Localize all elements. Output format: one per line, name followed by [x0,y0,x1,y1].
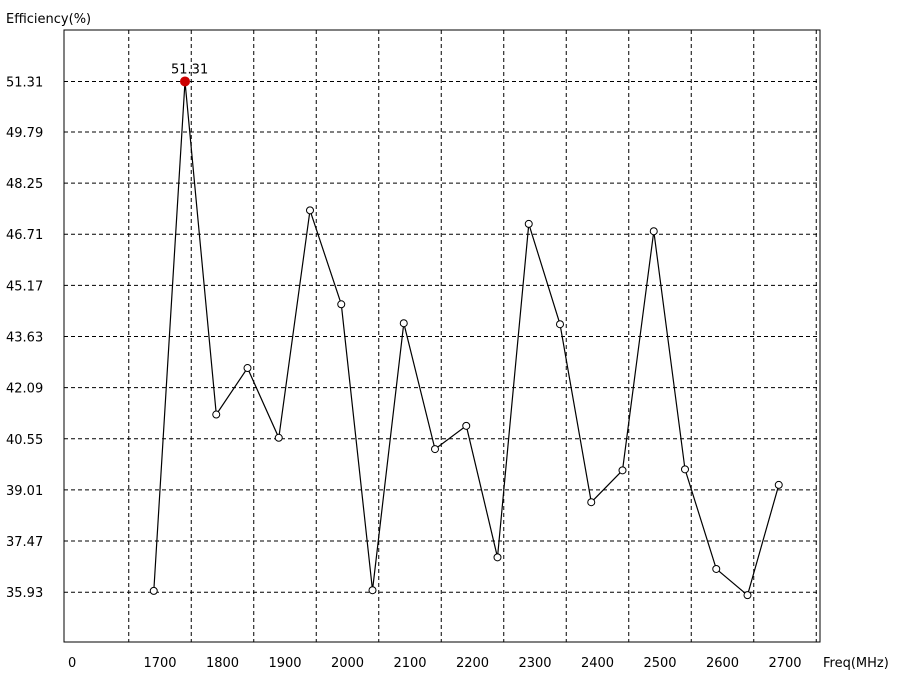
y-tick-label: 46.71 [6,228,43,243]
x-tick-label: 2000 [331,656,364,671]
data-point [743,591,752,600]
x-tick-label: 1800 [206,656,239,671]
data-point [524,219,533,228]
x-tick-label: 1700 [143,656,176,671]
data-point [774,480,783,489]
y-tick-label: 51.31 [6,75,43,90]
x-tick-label: 2200 [456,656,489,671]
x-tick-label: 2100 [393,656,426,671]
y-tick-label: 48.25 [6,177,43,192]
data-point [649,227,658,236]
y-tick-label: 45.17 [6,279,43,294]
data-point [212,410,221,419]
data-point [587,498,596,507]
data-point [681,465,689,474]
x-tick-label: 2600 [706,656,739,671]
x-tick-label: 2500 [643,656,676,671]
x-tick-label: 2300 [518,656,551,671]
data-point [399,319,408,328]
y-tick-label: 35.93 [6,586,43,601]
data-point [462,421,471,430]
y-tick-label: 39.01 [6,484,43,499]
data-point [306,206,314,215]
y-tick-label: 43.63 [6,330,43,345]
grid-lines [64,30,820,642]
y-tick-labels: 51.31 49.79 48.25 46.71 45.17 43.63 42.09 40.55… [6,75,43,601]
x-origin-label: 0 [68,656,76,671]
data-point [493,553,502,562]
data-point [556,320,564,329]
data-point [337,300,346,309]
x-tick-label: 2400 [581,656,614,671]
data-point [243,364,252,373]
peak-data-point [180,76,190,87]
data-point [368,586,377,595]
y-axis-title: Efficiency(%) [6,12,91,27]
x-tick-label: 2700 [768,656,801,671]
x-tick-labels: 0 1700 1800 1900 2000 2100 2200 2300 2400 2500 26… [68,656,802,671]
y-tick-label: 37.47 [6,535,43,550]
data-point [149,586,158,595]
data-point [712,564,721,573]
y-tick-label: 40.55 [6,433,43,448]
y-tick-label: 49.79 [6,126,43,141]
data-point [431,445,439,454]
y-tick-label: 42.09 [6,382,43,397]
x-tick-label: 1900 [268,656,301,671]
data-point [618,466,627,475]
peak-value-label: 51.31 [171,62,208,77]
x-axis-title: Freq(MHz) [823,656,889,671]
data-points [149,76,783,600]
data-point [274,433,283,442]
